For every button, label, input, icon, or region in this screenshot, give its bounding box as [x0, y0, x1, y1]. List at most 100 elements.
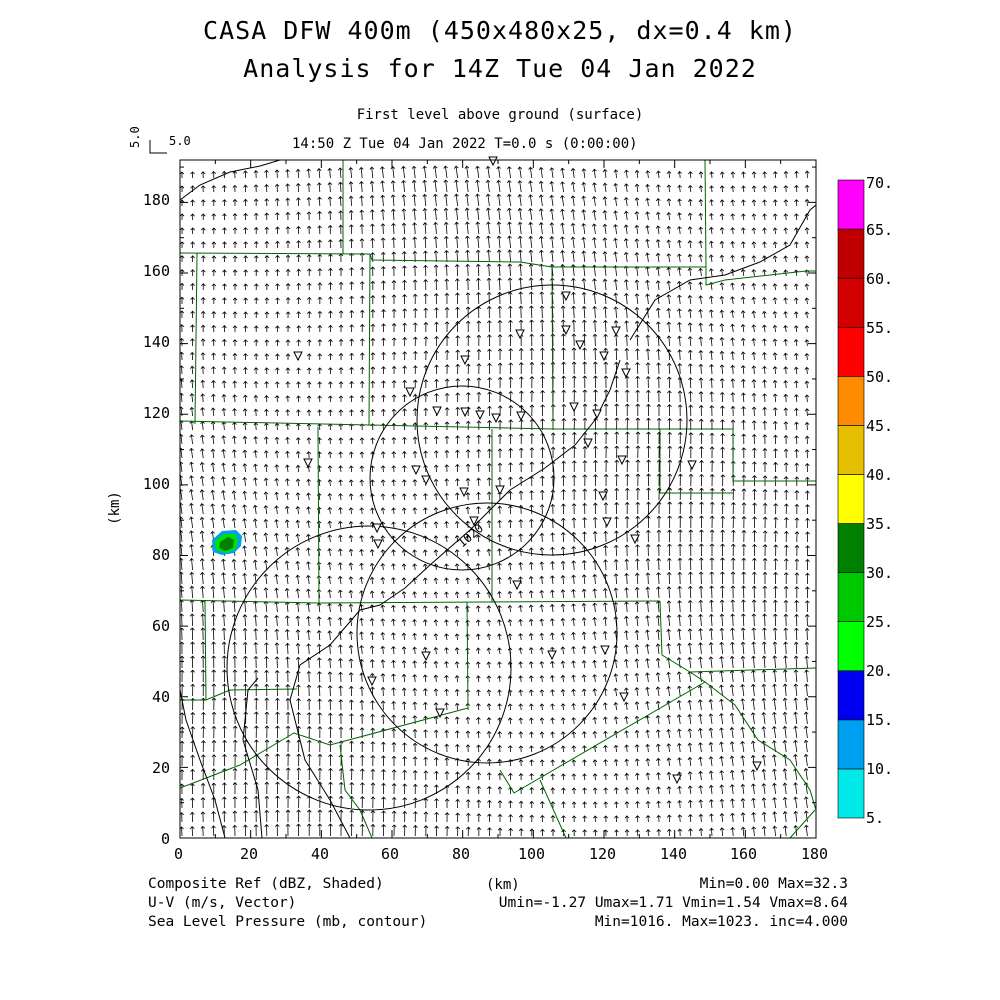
wind-vector: [370, 713, 375, 725]
wind-vector: [603, 530, 608, 543]
wind-vector: [328, 367, 333, 374]
wind-vector: [591, 223, 597, 235]
wind-vector: [793, 352, 799, 361]
wind-vector: [296, 697, 301, 711]
wind-vector: [645, 170, 651, 179]
wind-vector: [507, 604, 513, 613]
wind-vector: [328, 239, 333, 249]
wind-vector: [349, 338, 354, 347]
wind-vector: [338, 712, 344, 725]
wind-vector: [572, 446, 577, 459]
wind-vector: [624, 501, 630, 514]
wind-vector: [518, 703, 524, 711]
wind-vector: [698, 336, 704, 347]
wind-vector: [242, 600, 248, 613]
wind-vector: [782, 725, 788, 739]
wind-vector: [243, 269, 248, 277]
wind-vector: [656, 390, 662, 403]
wind-vector: [773, 571, 778, 584]
wind-vector: [709, 501, 715, 515]
wind-vector: [275, 297, 280, 305]
wind-vector: [582, 759, 587, 767]
wind-vector: [454, 716, 460, 725]
wind-vector: [275, 711, 280, 725]
wind-vector: [698, 770, 703, 781]
wind-vector: [254, 269, 259, 277]
wind-vector: [698, 350, 704, 361]
wind-vector: [487, 448, 492, 459]
colorbar-swatch: [837, 670, 865, 721]
wind-vector: [645, 529, 651, 543]
wind-vector: [327, 657, 333, 669]
wind-vector: [275, 240, 280, 248]
colorbar-label: 25.: [866, 613, 894, 631]
wind-vector: [751, 351, 757, 361]
wind-vector: [729, 741, 735, 753]
wind-vector: [634, 183, 640, 193]
wind-vector: [253, 614, 258, 627]
wind-vector: [804, 297, 810, 305]
wind-vector: [380, 180, 385, 193]
wind-vector: [412, 222, 417, 235]
wind-vector: [232, 810, 238, 823]
wind-vector: [380, 700, 386, 711]
wind-vector: [782, 796, 788, 809]
wind-vector: [740, 698, 745, 711]
wind-vector: [804, 627, 810, 641]
wind-vector: [275, 683, 280, 697]
wind-vector: [592, 716, 598, 725]
wind-vector: [560, 222, 565, 235]
wind-vector: [401, 563, 407, 571]
wind-vector: [307, 325, 312, 333]
wind-vector: [762, 447, 768, 459]
wind-vector: [730, 641, 735, 655]
wind-vector: [656, 772, 661, 781]
wind-vector: [412, 742, 418, 753]
wind-vector: [317, 324, 323, 333]
wind-vector: [264, 339, 270, 346]
wind-vector: [391, 741, 397, 753]
wind-vector: [623, 224, 629, 235]
wind-vector: [476, 716, 481, 725]
wind-vector: [401, 673, 407, 683]
wind-vector: [507, 193, 512, 207]
wind-vector: [285, 268, 291, 277]
wind-vector: [805, 463, 810, 473]
wind-vector: [211, 311, 217, 318]
wind-vector: [752, 557, 757, 570]
wind-vector: [666, 266, 671, 277]
wind-vector: [338, 224, 344, 235]
wind-vector: [550, 773, 556, 781]
wind-vector: [369, 562, 375, 571]
wind-vector: [592, 787, 598, 795]
wind-vector: [782, 782, 788, 795]
wind-vector: [263, 559, 269, 571]
wind-vector: [582, 801, 587, 809]
wind-vector: [348, 451, 354, 459]
wind-vector: [805, 531, 810, 543]
wind-vector: [646, 445, 651, 459]
wind-vector: [200, 199, 206, 206]
wind-vector: [708, 756, 714, 767]
wind-vector: [761, 783, 767, 795]
wind-vector: [317, 253, 323, 262]
wind-vector: [635, 459, 641, 473]
wind-vector: [561, 347, 566, 361]
wind-vector: [348, 548, 354, 557]
wind-vector: [708, 627, 714, 641]
wind-vector: [645, 672, 650, 683]
wind-vector: [687, 322, 693, 333]
wind-vector: [243, 227, 248, 234]
station-marker: [435, 708, 445, 719]
wind-vector: [561, 418, 567, 431]
colorbar-swatch: [837, 523, 865, 573]
wind-vector: [550, 589, 555, 599]
wind-vector: [687, 714, 693, 725]
wind-vector: [752, 502, 757, 515]
wind-vector: [677, 628, 682, 641]
wind-vector: [433, 619, 439, 627]
wind-vector: [549, 208, 555, 221]
wind-vector: [698, 281, 703, 291]
wind-vector: [232, 184, 238, 193]
wind-vector: [381, 380, 386, 389]
